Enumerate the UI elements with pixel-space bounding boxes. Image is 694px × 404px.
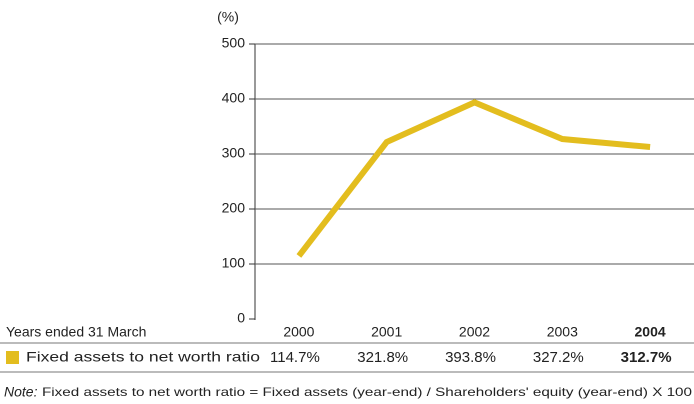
- y-tick-label: 200: [222, 200, 246, 216]
- note-label: Note:: [4, 384, 38, 400]
- legend-entry: Fixed assets to net worth ratio: [26, 349, 260, 365]
- value-label: 393.8%: [445, 349, 496, 366]
- legend-swatch: [6, 351, 19, 364]
- value-label: 321.8%: [357, 349, 408, 366]
- x-tick-label: 2002: [459, 324, 490, 340]
- category-header: Years ended 31 March: [6, 324, 146, 340]
- note: Fixed assets to net worth ratio = Fixed …: [42, 385, 692, 399]
- x-tick-label: 2004: [635, 324, 666, 340]
- x-tick-label: 2000: [283, 324, 314, 340]
- x-tick-label: 2001: [371, 324, 402, 340]
- value-label: 312.7%: [621, 349, 672, 366]
- y-unit: (%): [217, 9, 239, 25]
- y-tick-label: 100: [222, 255, 246, 271]
- y-tick-label: 400: [222, 90, 246, 106]
- data-line: [296, 99, 651, 258]
- y-tick-label: 300: [222, 145, 246, 161]
- y-tick-label: 0: [237, 310, 245, 326]
- value-label: 114.7%: [270, 349, 320, 366]
- value-label: 327.2%: [533, 349, 584, 366]
- x-tick-label: 2003: [547, 324, 578, 340]
- y-tick-label: 500: [222, 35, 246, 51]
